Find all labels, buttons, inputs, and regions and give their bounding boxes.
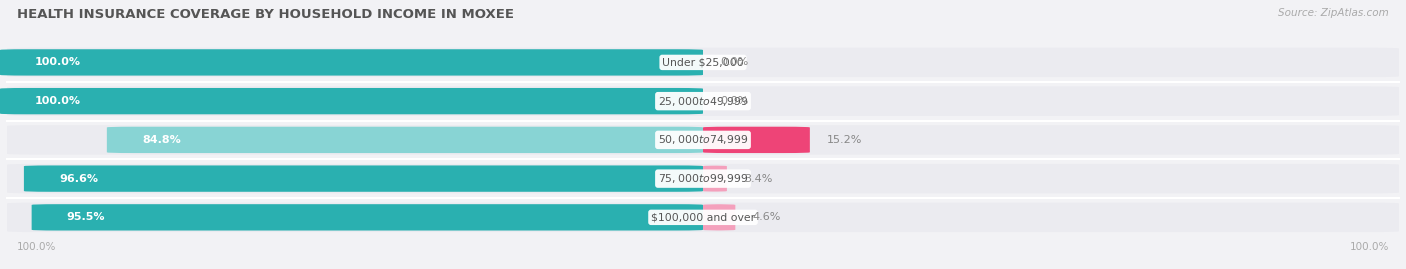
Text: 96.6%: 96.6% [59,174,98,184]
FancyBboxPatch shape [7,203,1399,232]
Text: 100.0%: 100.0% [35,57,82,68]
Text: 15.2%: 15.2% [827,135,862,145]
Text: $75,000 to $99,999: $75,000 to $99,999 [658,172,748,185]
Text: 3.4%: 3.4% [744,174,772,184]
FancyBboxPatch shape [0,88,703,114]
FancyBboxPatch shape [7,86,1399,116]
Text: 84.8%: 84.8% [142,135,181,145]
Text: $25,000 to $49,999: $25,000 to $49,999 [658,95,748,108]
Text: Source: ZipAtlas.com: Source: ZipAtlas.com [1278,8,1389,18]
FancyBboxPatch shape [703,204,735,231]
FancyBboxPatch shape [7,164,1399,193]
FancyBboxPatch shape [702,165,728,192]
FancyBboxPatch shape [7,125,1399,155]
Text: 100.0%: 100.0% [1350,242,1389,253]
Text: $50,000 to $74,999: $50,000 to $74,999 [658,133,748,146]
Text: 0.0%: 0.0% [720,96,748,106]
Text: $100,000 and over: $100,000 and over [651,212,755,222]
Text: 95.5%: 95.5% [66,212,105,222]
Text: HEALTH INSURANCE COVERAGE BY HOUSEHOLD INCOME IN MOXEE: HEALTH INSURANCE COVERAGE BY HOUSEHOLD I… [17,8,513,21]
FancyBboxPatch shape [31,204,703,231]
FancyBboxPatch shape [703,127,810,153]
Text: 0.0%: 0.0% [720,57,748,68]
FancyBboxPatch shape [0,49,703,76]
Text: 4.6%: 4.6% [752,212,780,222]
Text: 100.0%: 100.0% [35,96,82,106]
Text: 100.0%: 100.0% [17,242,56,253]
Text: Under $25,000: Under $25,000 [662,57,744,68]
FancyBboxPatch shape [7,48,1399,77]
FancyBboxPatch shape [24,165,703,192]
FancyBboxPatch shape [107,127,703,153]
